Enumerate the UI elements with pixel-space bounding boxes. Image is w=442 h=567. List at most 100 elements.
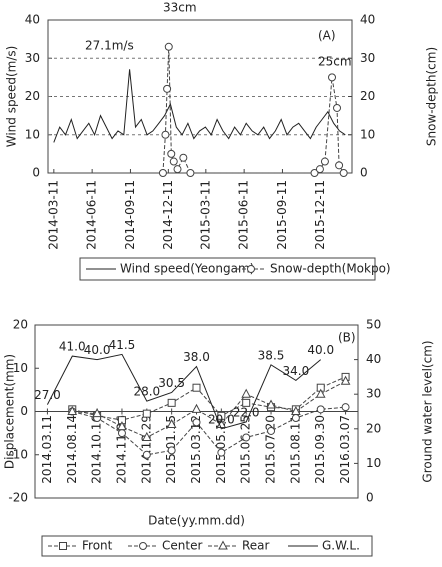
y-tick-label: 0 — [20, 404, 28, 418]
annotation: 33cm — [163, 1, 197, 15]
series-line — [72, 406, 346, 456]
marker — [179, 153, 188, 162]
value-label: 41.5 — [109, 338, 136, 352]
y2-tick-label: 10 — [366, 456, 381, 470]
x-tick-label: 2015-12-11 — [313, 180, 327, 250]
y-tick-label: 0 — [32, 166, 40, 180]
value-label: 22.0 — [233, 405, 260, 419]
marker — [316, 405, 325, 414]
y-tick-label: 40 — [25, 13, 40, 27]
marker — [142, 409, 151, 418]
y-tick-label: 10 — [13, 361, 28, 375]
marker — [341, 403, 350, 412]
marker — [310, 169, 319, 177]
marker — [169, 157, 178, 166]
y-tick-label: 20 — [25, 89, 40, 103]
x-tick-label: 2015.03.12 — [189, 415, 203, 484]
marker — [241, 388, 252, 398]
marker — [242, 398, 251, 407]
y2-tick-label: 0 — [366, 491, 374, 505]
marker — [167, 446, 176, 455]
annotation: (B) — [338, 331, 356, 345]
y-tick-label: -10 — [8, 447, 28, 461]
value-label: 27.0 — [34, 388, 61, 402]
x-tick-label: 2014-12-11 — [161, 180, 175, 250]
x-tick-label: 2014.03.11 — [40, 415, 54, 484]
x-tick-label: 2015-09-11 — [275, 180, 289, 250]
y-tick-label: 20 — [13, 318, 28, 332]
value-label: 38.5 — [258, 348, 285, 362]
marker — [242, 433, 251, 442]
y-tick-label: 30 — [25, 51, 40, 65]
y2-tick-label: 40 — [366, 352, 381, 366]
y-tick-label: -20 — [8, 491, 28, 505]
y2-axis-title: Snow-depth(cm) — [425, 47, 439, 146]
marker — [315, 165, 324, 174]
marker — [161, 130, 170, 139]
y2-tick-label: 20 — [366, 421, 381, 435]
legend-label: Rear — [242, 539, 270, 553]
marker — [117, 429, 126, 438]
marker — [164, 42, 173, 51]
marker — [167, 398, 176, 407]
marker — [339, 169, 348, 177]
marker — [267, 426, 276, 435]
marker — [117, 421, 127, 431]
x-tick-label: 2014-06-11 — [85, 180, 99, 250]
marker — [340, 375, 351, 385]
y2-tick-label: 30 — [366, 387, 381, 401]
marker — [158, 169, 167, 177]
x-tick-label: 2015.08.11 — [288, 415, 302, 484]
x-tick-label: 2015-03-11 — [198, 180, 212, 250]
y-tick-label: 10 — [25, 127, 40, 141]
legend-label: G.W.L. — [322, 539, 360, 553]
x-tick-label: 2015.07.20 — [264, 415, 278, 484]
marker — [166, 418, 177, 428]
annotation: (A) — [318, 29, 336, 43]
value-label: 40.0 — [307, 343, 334, 357]
y-axis-title: Wind speed(m/s) — [5, 46, 19, 148]
y2-tick-label: 20 — [360, 89, 375, 103]
legend-marker — [139, 542, 147, 550]
y2-tick-label: 0 — [360, 166, 368, 180]
annotation: 27.1m/s — [85, 39, 134, 53]
marker — [291, 405, 301, 415]
series-line — [72, 380, 346, 438]
legend-marker — [59, 542, 67, 550]
marker — [186, 169, 195, 177]
marker — [191, 403, 202, 413]
series-line — [72, 376, 346, 421]
value-label: 20.0 — [208, 412, 235, 426]
marker — [173, 165, 182, 174]
legend-marker — [247, 265, 255, 273]
y2-tick-label: 40 — [360, 13, 375, 27]
y2-tick-label: 50 — [366, 318, 381, 332]
marker — [163, 84, 172, 93]
marker — [266, 399, 276, 409]
legend-box — [79, 257, 376, 281]
y-axis-title: Displacement(mm) — [3, 354, 17, 469]
marker — [217, 448, 226, 457]
x-tick-label: 2014-09-11 — [123, 180, 137, 250]
value-label: 30.5 — [158, 376, 185, 390]
series-line — [53, 69, 346, 143]
marker — [291, 413, 300, 422]
x-tick-label: 2014.08.14 — [65, 415, 79, 484]
marker — [67, 405, 78, 415]
value-label: 34.0 — [283, 364, 310, 378]
x-axis-title: Date(yy.mm.dd) — [148, 514, 245, 528]
x-tick-label: 2014-03-11 — [46, 180, 60, 250]
marker — [141, 431, 152, 441]
legend-label: Snow-depth(Mokpo) — [270, 262, 391, 276]
value-label: 28.0 — [133, 385, 160, 399]
legend-label: Wind speed(Yeongam) — [120, 262, 254, 276]
marker — [320, 157, 329, 166]
marker — [167, 149, 176, 158]
legend-label: Front — [82, 539, 113, 553]
marker — [142, 450, 151, 459]
value-label: 38.0 — [183, 350, 210, 364]
marker — [192, 383, 201, 392]
x-tick-label: 2015.09.30 — [313, 415, 327, 484]
x-tick-label: 2014.10.16 — [90, 415, 104, 484]
